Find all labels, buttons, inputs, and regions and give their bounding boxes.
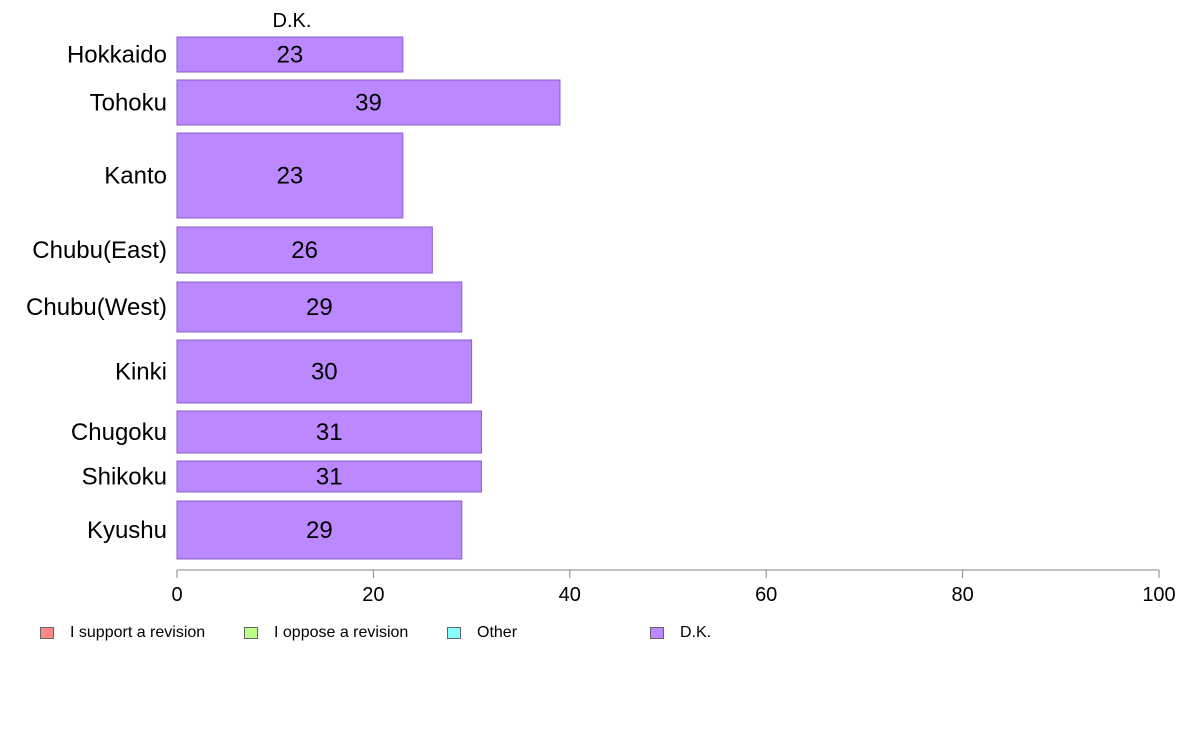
legend-label-oppose: I oppose a revision — [274, 624, 409, 641]
x-tick-label-60: 60 — [755, 584, 777, 606]
legend-item-other: Other — [447, 624, 517, 642]
value-label-chubu-west: 29 — [306, 294, 333, 321]
legend-item-oppose: I oppose a revision — [244, 624, 408, 642]
x-tick-label-100: 100 — [1142, 584, 1175, 606]
category-label-chubu-east: Chubu(East) — [32, 237, 167, 264]
legend-swatch-support — [40, 627, 54, 639]
legend-label-other: Other — [477, 624, 518, 641]
x-tick-label-20: 20 — [362, 584, 384, 606]
bar-kanto — [176, 132, 404, 219]
category-label-chugoku: Chugoku — [71, 419, 167, 446]
value-label-tohoku: 39 — [355, 90, 382, 117]
bar-chubu-west — [176, 281, 463, 333]
category-label-kinki: Kinki — [115, 359, 167, 386]
legend: I support a revision I oppose a revision… — [40, 624, 1140, 644]
value-label-chubu-east: 26 — [291, 237, 318, 264]
bar-chugoku — [176, 410, 482, 454]
category-label-shikoku: Shikoku — [82, 464, 167, 491]
x-tick-label-40: 40 — [559, 584, 581, 606]
bars-group: Hokkaido 23 Tohoku 39 Kanto 23 Chubu(East) 26 Ch… — [26, 36, 561, 560]
bar-tohoku — [176, 79, 561, 126]
category-label-kyushu: Kyushu — [87, 517, 167, 544]
legend-label-dk: D.K. — [680, 624, 712, 641]
bar-kinki — [176, 339, 473, 404]
value-label-kyushu: 29 — [306, 517, 333, 544]
x-tick-label-0: 0 — [171, 584, 182, 606]
category-label-chubu-west: Chubu(West) — [26, 294, 167, 321]
x-tick-label-80: 80 — [951, 584, 973, 606]
legend-label-support: I support a revision — [70, 624, 206, 641]
value-label-hokkaido: 23 — [277, 42, 304, 69]
bar-kyushu — [176, 500, 463, 560]
value-label-shikoku: 31 — [316, 464, 343, 491]
bar-chubu-east — [176, 226, 433, 274]
value-label-chugoku: 31 — [316, 419, 343, 446]
legend-swatch-other — [447, 627, 461, 639]
legend-swatch-dk — [650, 627, 664, 639]
category-label-tohoku: Tohoku — [90, 90, 167, 117]
legend-swatch-oppose — [244, 627, 258, 639]
bar-shikoku — [176, 460, 482, 493]
x-axis: 0 20 40 60 80 100 — [171, 569, 1176, 606]
chart-title: D.K. — [273, 10, 312, 32]
category-label-kanto: Kanto — [104, 163, 167, 190]
category-label-hokkaido: Hokkaido — [67, 42, 167, 69]
bar-hokkaido — [176, 36, 404, 73]
value-label-kanto: 23 — [277, 163, 304, 190]
legend-item-dk: D.K. — [650, 624, 711, 642]
legend-item-support: I support a revision — [40, 624, 205, 642]
value-label-kinki: 30 — [311, 359, 338, 386]
